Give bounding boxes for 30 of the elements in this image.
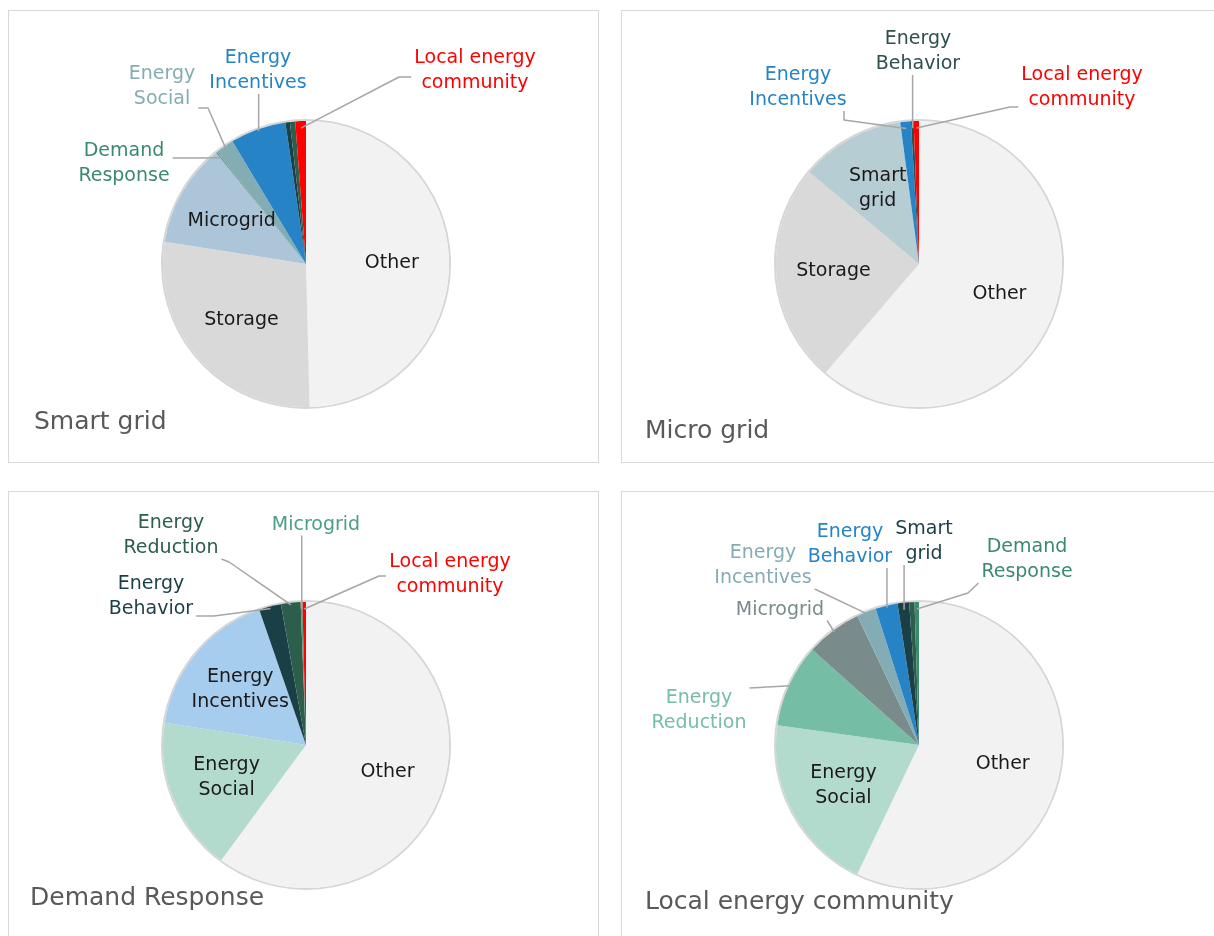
text: Smart grid	[34, 406, 167, 435]
slice-label: Other	[975, 750, 1030, 773]
slice-label: Storage	[204, 307, 279, 330]
slice-label: Other	[360, 758, 415, 781]
slice-label: Energy Behavior	[875, 26, 961, 74]
slice-label: Storage	[796, 257, 871, 280]
slice-label: Local energy community	[414, 45, 536, 93]
slice-label: Smart grid	[895, 516, 953, 564]
text: Local energy community	[645, 886, 954, 915]
slice-label: Energy Social	[128, 61, 196, 109]
slice-label: Energy Incentives	[209, 45, 307, 93]
slice-label: Demand Response	[78, 138, 170, 186]
text: Demand Response	[30, 882, 265, 911]
text: Micro grid	[645, 415, 770, 444]
slice-label: Energy Reduction	[651, 685, 747, 733]
slice-label: Energy Social	[193, 752, 260, 800]
slice-label: Other	[972, 280, 1027, 303]
slice-label: Other	[364, 249, 419, 272]
slice-label: Energy Behavior	[108, 571, 194, 619]
slice-label: Microgrid	[735, 596, 825, 619]
slice-label: Demand Response	[981, 534, 1073, 582]
slice-label: Microgrid	[187, 207, 276, 230]
slice-label: Microgrid	[271, 511, 361, 534]
slice-label: Energy Incentives	[191, 664, 289, 712]
slice-label: Local energy community	[389, 549, 511, 597]
slice-label: Energy Social	[810, 760, 877, 808]
slice-label: Energy Incentives	[749, 62, 847, 110]
slice-label: Energy Reduction	[123, 510, 219, 558]
slice-label: Local energy community	[1021, 62, 1143, 110]
slice-label: Smart grid	[848, 163, 907, 211]
